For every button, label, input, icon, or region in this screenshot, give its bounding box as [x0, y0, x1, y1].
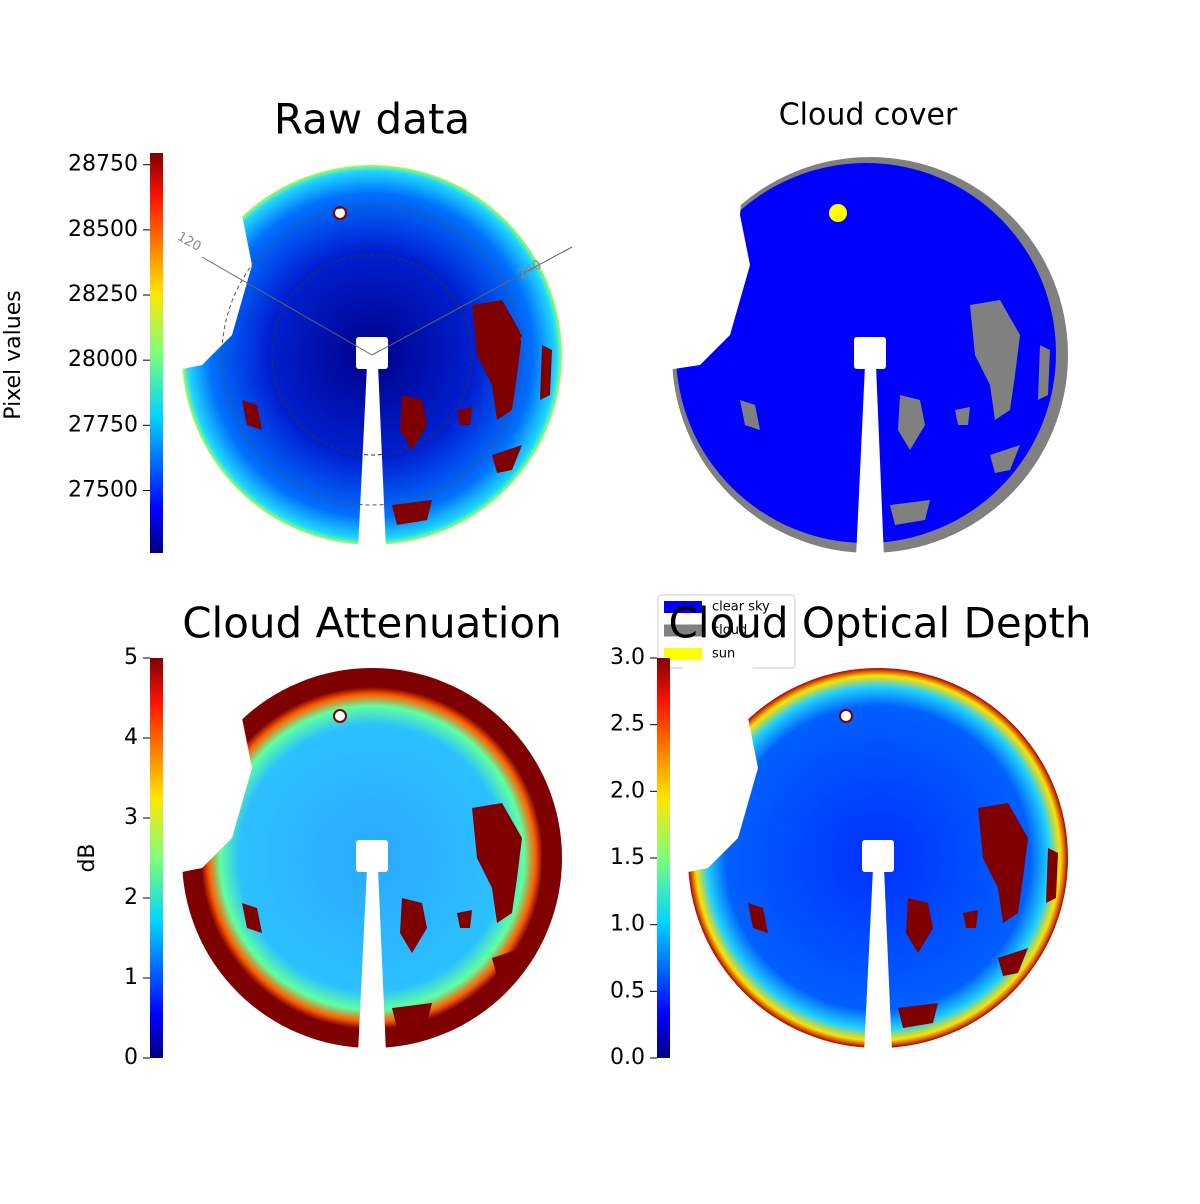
colorbar-tick-label: 28250: [68, 282, 138, 307]
horizon-mask: [177, 663, 252, 873]
tower-top: [356, 337, 388, 369]
cloud-patch: [898, 395, 925, 450]
cloud-patch: [472, 803, 522, 923]
horizon-mask: [683, 663, 758, 873]
colorbar-tick-label: 3: [124, 805, 138, 830]
colorbar-tick-label: 2.5: [610, 712, 645, 737]
sky-image: [177, 160, 562, 550]
cloud-patch: [998, 948, 1028, 976]
tower-mask: [358, 365, 386, 550]
polar-spoke: [201, 256, 373, 356]
cloud-patch: [963, 910, 978, 928]
cloud-patch: [457, 407, 472, 425]
cloud-patch: [978, 803, 1028, 923]
colorbar: [150, 658, 163, 1058]
colorbar-tick-label: 0: [124, 1045, 138, 1070]
tower-top: [862, 840, 894, 872]
tower-top: [356, 840, 388, 872]
colorbar-label: Pixel values: [1, 290, 26, 419]
colorbar-tick-label: 28750: [68, 152, 138, 177]
sky-image: [177, 663, 562, 1053]
tower-mask: [856, 365, 884, 558]
cloud-patch: [955, 407, 970, 425]
colorbar-tick-label: 1.0: [610, 912, 645, 937]
cloud-patch: [906, 898, 933, 953]
colorbar-tick-label: 3.0: [610, 645, 645, 670]
sun: [333, 206, 347, 220]
colorbar-tick-label: 1: [124, 965, 138, 990]
colorbar-tick-label: 2.0: [610, 778, 645, 803]
colorbar: [657, 658, 670, 1058]
colorbar-tick-label: 28000: [68, 347, 138, 372]
legend-swatch: [664, 624, 702, 637]
cloud-patch: [1046, 848, 1058, 903]
cloud-patch: [472, 300, 522, 420]
cloud-patch: [748, 903, 768, 933]
tower-mask: [864, 868, 892, 1053]
colorbar-tick-label: 0.5: [610, 978, 645, 1003]
polar-spoke: [371, 246, 573, 356]
cloud-patch: [970, 300, 1020, 420]
legend-swatch: [664, 648, 702, 660]
cloud-patch: [540, 345, 552, 400]
legend-swatch: [664, 601, 702, 613]
sun: [333, 709, 347, 723]
legend: clear sky cloud sun: [657, 594, 796, 669]
legend-label: cloud: [712, 623, 747, 638]
legend-label: clear sky: [712, 600, 770, 615]
cloud-patch: [242, 903, 262, 933]
polar-ring: [221, 204, 523, 506]
colorbar-tick-label: 4: [124, 725, 138, 750]
cloud-patch: [400, 395, 427, 450]
sun: [839, 709, 853, 723]
cloud-patch: [492, 445, 522, 473]
colorbar-tick-label: 2: [124, 885, 138, 910]
cloud-patch: [242, 400, 262, 430]
panel-title: Cloud Optical Depth: [669, 599, 1092, 648]
horizon-mask: [177, 160, 252, 370]
cloud-patch: [392, 500, 432, 525]
colorbar-tick-label: 0.0: [610, 1045, 645, 1070]
tower-mask: [358, 868, 386, 1053]
cloud-patch: [898, 1003, 938, 1028]
tower-top: [854, 337, 886, 369]
cloud-patch: [392, 1003, 432, 1028]
sky-image: [667, 152, 1068, 558]
colorbar: [150, 153, 163, 553]
colorbar-tick-label: 27500: [68, 477, 138, 502]
sky-image: [683, 663, 1068, 1053]
panel-title: Cloud Attenuation: [182, 599, 562, 648]
cloud-patch: [890, 500, 930, 525]
polar-ring: [271, 254, 473, 456]
cloud-patch: [990, 445, 1020, 473]
cloud-patch: [1038, 345, 1050, 400]
colorbar-tick-label: 1.5: [610, 845, 645, 870]
cloud-patch: [457, 910, 472, 928]
colorbar-tick-label: 5: [124, 645, 138, 670]
sun: [829, 204, 847, 222]
cloud-patch: [740, 400, 760, 430]
cloud-patch: [400, 898, 427, 953]
colorbar-tick-label: 27750: [68, 412, 138, 437]
cloud-patch: [492, 948, 522, 976]
panel-title: Cloud cover: [779, 98, 958, 133]
colorbar-label: dB: [75, 843, 100, 872]
cloud-patch: [540, 848, 552, 903]
legend-label: sun: [712, 647, 735, 662]
colorbar-tick-label: 28500: [68, 217, 138, 242]
horizon-mask: [667, 152, 750, 370]
panel-title: Raw data: [274, 95, 470, 144]
